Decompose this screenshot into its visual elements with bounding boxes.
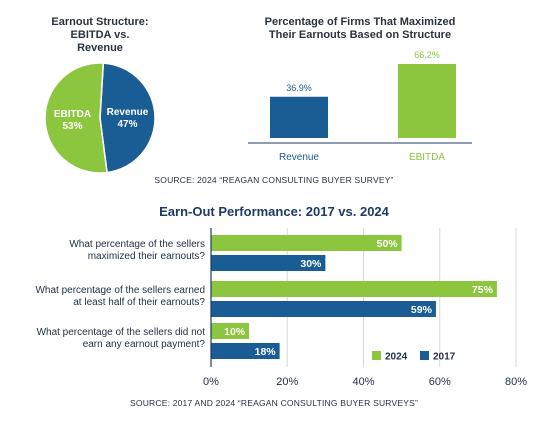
bar-2017 (211, 343, 280, 359)
bar-2017 (211, 255, 326, 271)
legend-label-2024: 2024 (385, 352, 408, 363)
legend-label-2017: 2017 (433, 352, 456, 363)
pie-slice-ebitda (44, 62, 108, 174)
bar-value-label-2017: 30% (300, 258, 322, 270)
bar-2024 (211, 323, 250, 339)
structure-value-ebitda: 66.2% (414, 50, 440, 60)
question-label: earn any earnout payment? (83, 339, 206, 350)
structure-bar-ebitda (398, 64, 456, 138)
question-label: What percentage of the sellers (69, 239, 205, 250)
pie-title-line-3: Revenue (77, 42, 123, 54)
pie-title: Earnout Structure: EBITDA vs. Revenue (30, 16, 170, 55)
bar-value-label-2024: 75% (472, 284, 494, 296)
structure-category-ebitda: EBITDA (409, 152, 445, 163)
x-tick-label: 0% (203, 376, 219, 388)
question-label: maximized their earnouts? (88, 251, 206, 262)
bar-value-label-2017: 59% (411, 304, 433, 316)
legend-swatch-2017 (420, 351, 429, 360)
legend-swatch-2024 (372, 351, 381, 360)
bar-value-label-2017: 18% (255, 346, 277, 358)
bar-value-label-2024: 50% (377, 238, 399, 250)
structure-value-revenue: 36.9% (286, 83, 312, 93)
pie-slice-label-ebitda: EBITDA (54, 109, 91, 120)
source-top: SOURCE: 2024 “REAGAN CONSULTING BUYER SU… (154, 175, 394, 185)
question-label: What percentage of the sellers did not (37, 327, 206, 338)
bar-value-label-2024: 10% (224, 326, 246, 338)
structure-category-revenue: Revenue (279, 152, 319, 163)
pie-title-line-1: Earnout Structure: (51, 16, 149, 28)
pie-slice-value-revenue: 47% (117, 119, 137, 130)
bar-2024 (211, 281, 497, 297)
performance-title: Earn-Out Performance: 2017 vs. 2024 (159, 204, 389, 219)
x-tick-label: 60% (429, 376, 451, 388)
source-bottom: SOURCE: 2017 AND 2024 “REAGAN CONSULTING… (130, 398, 418, 408)
x-tick-label: 80% (505, 376, 527, 388)
performance-bar-chart: 0% 20% 40% 60% 80% What percentage of the sel… (35, 228, 527, 388)
bar-2024 (211, 235, 402, 251)
structure-bar-title: Percentage of Firms That Maximized Their… (238, 16, 482, 42)
structure-bar-chart: 36.9% Revenue 66.2% EBITDA (248, 50, 472, 163)
x-tick-label: 40% (352, 376, 374, 388)
structure-bar-title-line-1: Percentage of Firms That Maximized (264, 16, 456, 28)
question-label: at least half of their earnouts? (73, 297, 205, 308)
pie-slice-revenue (99, 62, 156, 174)
pie-slice-label-revenue: Revenue (107, 107, 149, 118)
pie-slice-value-ebitda: 53% (63, 121, 83, 132)
x-tick-label: 20% (276, 376, 298, 388)
pie-title-line-2: EBITDA vs. (70, 29, 130, 41)
structure-bar-title-line-2: Their Earnouts Based on Structure (268, 29, 452, 41)
bar-2017 (211, 301, 436, 317)
question-label: What percentage of the sellers earned (35, 285, 205, 296)
structure-bar-revenue (270, 96, 328, 138)
